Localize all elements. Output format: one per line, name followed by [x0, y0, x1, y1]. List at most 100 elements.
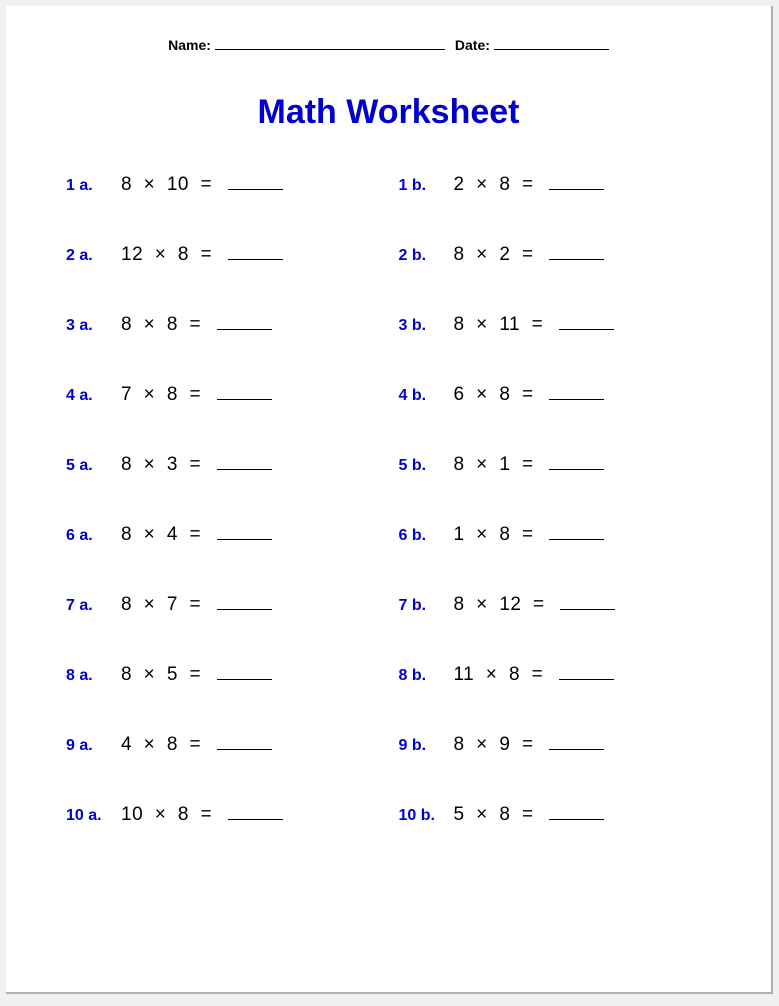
answer-blank[interactable] [217, 456, 272, 470]
problem: 8 b.11 × 8 = [399, 664, 712, 686]
problem: 5 b.8 × 1 = [399, 454, 712, 476]
problem: 3 a.8 × 8 = [66, 314, 379, 336]
operator: × [476, 804, 488, 825]
equals-sign: = [201, 174, 213, 195]
problem-grid: 1 a.8 × 10 = 1 b.2 × 8 = 2 a.12 × 8 = 2 … [56, 174, 721, 826]
equals-sign: = [533, 594, 545, 615]
problem-label: 3 b. [399, 317, 454, 335]
answer-blank[interactable] [217, 666, 272, 680]
operand-a: 8 [121, 174, 132, 195]
operand-a: 10 [121, 804, 143, 825]
operand-a: 8 [121, 664, 132, 685]
operator: × [144, 664, 156, 685]
operand-b: 3 [167, 454, 178, 475]
operand-a: 8 [454, 454, 465, 475]
operand-a: 8 [454, 314, 465, 335]
problem-expression: 5 × 8 = [454, 804, 605, 826]
problem-label: 2 b. [399, 247, 454, 265]
operand-b: 5 [167, 664, 178, 685]
name-field: Name: [168, 36, 445, 53]
operator: × [476, 524, 488, 545]
operand-a: 8 [454, 734, 465, 755]
operand-a: 1 [454, 524, 465, 545]
name-blank[interactable] [215, 36, 445, 50]
problem-expression: 1 × 8 = [454, 524, 605, 546]
answer-blank[interactable] [217, 316, 272, 330]
operand-b: 8 [509, 664, 520, 685]
problem: 10 b.5 × 8 = [399, 804, 712, 826]
operand-b: 8 [167, 734, 178, 755]
answer-blank[interactable] [549, 526, 604, 540]
answer-blank[interactable] [217, 736, 272, 750]
equals-sign: = [189, 314, 201, 335]
answer-blank[interactable] [217, 526, 272, 540]
problem-expression: 10 × 8 = [121, 804, 283, 826]
equals-sign: = [189, 454, 201, 475]
answer-blank[interactable] [559, 316, 614, 330]
equals-sign: = [522, 384, 534, 405]
problem-expression: 8 × 11 = [454, 314, 614, 336]
problem-label: 5 b. [399, 457, 454, 475]
answer-blank[interactable] [549, 176, 604, 190]
operand-a: 8 [121, 524, 132, 545]
problem-label: 6 a. [66, 527, 121, 545]
problem: 8 a.8 × 5 = [66, 664, 379, 686]
header-line: Name: Date: [56, 36, 721, 53]
operator: × [155, 244, 167, 265]
problem-label: 5 a. [66, 457, 121, 475]
equals-sign: = [189, 734, 201, 755]
answer-blank[interactable] [228, 246, 283, 260]
equals-sign: = [532, 314, 544, 335]
operator: × [476, 174, 488, 195]
answer-blank[interactable] [549, 736, 604, 750]
operand-a: 11 [454, 664, 475, 685]
answer-blank[interactable] [217, 386, 272, 400]
operand-a: 8 [121, 594, 132, 615]
answer-blank[interactable] [217, 596, 272, 610]
equals-sign: = [522, 524, 534, 545]
problem-expression: 8 × 7 = [121, 594, 272, 616]
problem-expression: 8 × 10 = [121, 174, 283, 196]
equals-sign: = [522, 734, 534, 755]
answer-blank[interactable] [549, 456, 604, 470]
problem: 3 b.8 × 11 = [399, 314, 712, 336]
problem-label: 1 a. [66, 177, 121, 195]
problem: 6 b.1 × 8 = [399, 524, 712, 546]
answer-blank[interactable] [549, 386, 604, 400]
operator: × [144, 454, 156, 475]
problem-label: 4 b. [399, 387, 454, 405]
answer-blank[interactable] [228, 806, 283, 820]
answer-blank[interactable] [559, 666, 614, 680]
equals-sign: = [189, 664, 201, 685]
answer-blank[interactable] [228, 176, 283, 190]
operator: × [486, 664, 498, 685]
answer-blank[interactable] [549, 246, 604, 260]
operand-b: 4 [167, 524, 178, 545]
operand-a: 2 [454, 174, 465, 195]
operand-a: 12 [121, 244, 143, 265]
answer-blank[interactable] [560, 596, 615, 610]
operand-b: 8 [167, 384, 178, 405]
problem: 1 b.2 × 8 = [399, 174, 712, 196]
problem-label: 7 a. [66, 597, 121, 615]
operator: × [476, 594, 488, 615]
problem-expression: 12 × 8 = [121, 244, 283, 266]
operand-b: 8 [499, 804, 510, 825]
problem-expression: 8 × 5 = [121, 664, 272, 686]
operator: × [476, 454, 488, 475]
operand-a: 5 [454, 804, 465, 825]
problem-label: 3 a. [66, 317, 121, 335]
equals-sign: = [522, 454, 534, 475]
operand-b: 8 [499, 524, 510, 545]
operand-b: 8 [178, 804, 189, 825]
date-blank[interactable] [494, 36, 609, 50]
problem-label: 6 b. [399, 527, 454, 545]
equals-sign: = [532, 664, 544, 685]
problem: 4 b.6 × 8 = [399, 384, 712, 406]
equals-sign: = [189, 384, 201, 405]
answer-blank[interactable] [549, 806, 604, 820]
operand-b: 8 [499, 384, 510, 405]
operator: × [144, 314, 156, 335]
problem: 1 a.8 × 10 = [66, 174, 379, 196]
operator: × [476, 384, 488, 405]
